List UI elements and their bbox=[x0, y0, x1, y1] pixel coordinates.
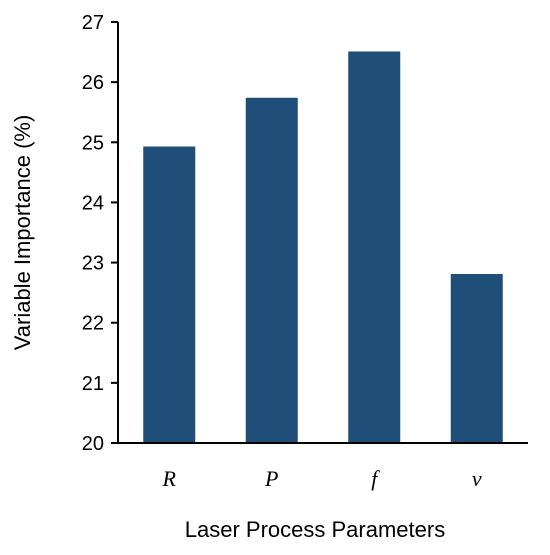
bars bbox=[143, 51, 503, 443]
x-axis-title: Laser Process Parameters bbox=[185, 517, 445, 542]
y-tick-label: 26 bbox=[82, 72, 104, 94]
bar-R bbox=[143, 146, 196, 443]
x-tick-label-f: f bbox=[371, 466, 380, 491]
y-tick-label: 24 bbox=[82, 192, 104, 214]
bar-P bbox=[245, 97, 298, 443]
y-tick-label: 23 bbox=[82, 253, 104, 275]
x-tick-label-P: P bbox=[264, 466, 278, 491]
bar-f bbox=[348, 51, 401, 443]
y-tick-label: 22 bbox=[82, 313, 104, 335]
x-tick-label-R: R bbox=[162, 466, 177, 491]
y-tick-label: 27 bbox=[82, 12, 104, 34]
y-tick-label: 21 bbox=[82, 373, 104, 395]
x-tick-label-v: v bbox=[472, 466, 482, 491]
y-axis-ticks: 20 21 22 23 24 25 26 27 bbox=[82, 12, 118, 455]
y-tick-label: 20 bbox=[82, 433, 104, 455]
bar-v bbox=[450, 273, 503, 443]
y-axis-title: Variable Importance (%) bbox=[10, 115, 35, 351]
y-tick-label: 25 bbox=[82, 132, 104, 154]
